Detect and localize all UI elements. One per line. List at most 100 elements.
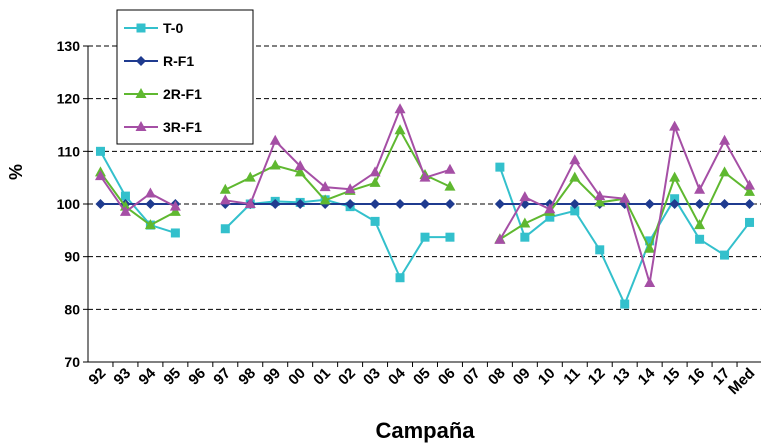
point: [720, 250, 730, 260]
line: [225, 106, 451, 206]
point: [270, 199, 281, 209]
point: [244, 198, 256, 208]
y-tick-label: 100: [57, 196, 81, 212]
legend-label: T-0: [163, 20, 183, 36]
point: [444, 180, 456, 191]
point: [294, 166, 306, 177]
point: [719, 199, 730, 209]
x-axis-label: Campaña: [375, 418, 475, 443]
x-tick-label: 93: [110, 365, 134, 389]
point: [445, 232, 455, 242]
point: [644, 242, 656, 253]
x-tick-label: 99: [260, 365, 284, 389]
point: [694, 183, 706, 194]
line: [224, 198, 450, 280]
line: [499, 170, 751, 252]
point: [694, 199, 705, 209]
legend-marker: [135, 88, 147, 98]
legend-marker: [136, 56, 146, 66]
x-tick-label: 05: [410, 365, 434, 389]
point: [169, 200, 181, 211]
point: [595, 245, 605, 255]
x-tick-label: 15: [660, 365, 684, 389]
legend-marker: [136, 23, 146, 33]
y-axis-label: %: [6, 164, 26, 180]
point: [95, 199, 106, 209]
y-tick-label: 90: [64, 249, 80, 265]
y-tick-label: 80: [64, 301, 80, 317]
point: [694, 219, 706, 230]
point: [395, 199, 406, 209]
point: [695, 234, 705, 244]
point: [370, 216, 380, 226]
point: [520, 232, 530, 242]
point: [644, 277, 656, 287]
point: [395, 273, 405, 283]
y-tick-label: 70: [64, 354, 80, 370]
point: [420, 199, 430, 209]
point: [170, 228, 180, 238]
point: [169, 205, 181, 216]
line: [99, 175, 176, 214]
x-tick-label: 04: [385, 364, 409, 388]
point: [369, 176, 381, 187]
point: [144, 187, 156, 198]
x-tick-label: 09: [510, 365, 534, 389]
point: [370, 199, 381, 209]
point: [594, 190, 606, 201]
x-tick-label: 14: [635, 364, 659, 388]
point: [495, 162, 505, 172]
x-tick-label: 94: [135, 364, 159, 388]
point: [669, 199, 680, 209]
x-tick-label: 06: [435, 365, 459, 389]
x-tick-label: 01: [310, 365, 334, 389]
point: [319, 181, 331, 192]
point: [570, 206, 580, 216]
x-tick-label: 92: [85, 365, 109, 389]
legend-label: R-F1: [163, 53, 194, 69]
point: [269, 134, 281, 145]
point: [719, 166, 731, 177]
point: [620, 299, 630, 309]
x-tick-label: 96: [185, 365, 209, 389]
point: [344, 183, 356, 194]
point: [294, 160, 306, 171]
point: [444, 199, 455, 209]
line: [99, 171, 176, 227]
legend-marker: [135, 121, 147, 131]
x-tick-label: Med: [725, 365, 758, 398]
x-tick-label: 13: [610, 365, 634, 389]
x-tick-label: 00: [285, 365, 309, 389]
point: [444, 163, 456, 174]
x-tick-label: 03: [360, 365, 384, 389]
point: [669, 120, 681, 131]
x-tick-label: 07: [460, 365, 484, 389]
point: [545, 212, 555, 222]
line: [99, 150, 176, 234]
y-tick-label: 120: [57, 91, 81, 107]
point: [420, 232, 430, 242]
point: [519, 191, 531, 202]
point: [669, 171, 681, 182]
point: [394, 124, 406, 135]
legend-label: 3R-F1: [163, 119, 202, 135]
point: [269, 159, 281, 170]
x-tick-label: 11: [560, 365, 583, 388]
point: [94, 170, 106, 181]
point: [670, 194, 680, 204]
point: [345, 199, 356, 209]
x-tick-label: 95: [160, 365, 184, 389]
point: [145, 199, 156, 209]
point: [569, 199, 580, 209]
x-tick-label: 16: [685, 365, 709, 389]
point: [644, 199, 655, 209]
y-tick-label: 110: [57, 143, 80, 159]
point: [619, 192, 631, 203]
x-tick-label: 97: [210, 365, 234, 389]
point: [569, 171, 581, 182]
point: [144, 219, 156, 230]
x-tick-label: 98: [235, 365, 259, 389]
point: [95, 146, 105, 156]
point: [494, 199, 505, 209]
